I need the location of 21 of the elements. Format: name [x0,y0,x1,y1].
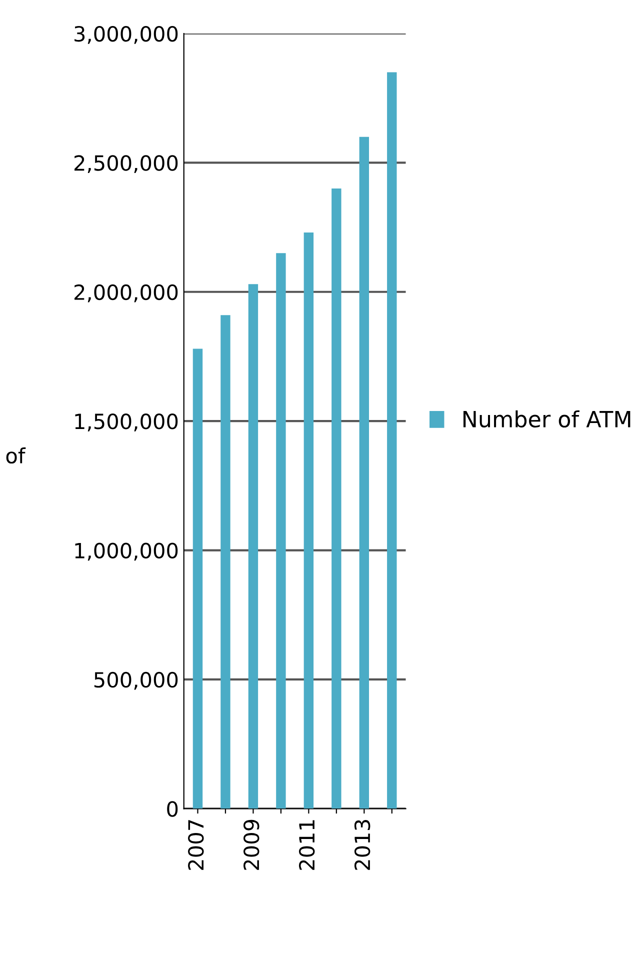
y-tick-label: 2,500,000 [74,155,178,174]
x-tick-label: 2011 [298,820,315,870]
x-tick-label: 2009 [243,820,260,870]
bar [359,136,370,809]
y-tick-label: 0 [167,801,178,817]
x-tick-label: 2013 [354,820,370,870]
y-tick-label: 2,000,000 [74,284,178,302]
y-tick-label: 1,000,000 [75,542,178,561]
bar [332,188,342,809]
y-axis-title: of [6,447,26,464]
bar [220,315,230,809]
y-tick-label: 3,000,000 [74,26,178,44]
y-tick-label: 500,000 [94,672,178,690]
bar [192,348,203,809]
legend-label: Number of ATM [463,410,630,428]
bar [276,253,286,809]
x-tick-label: 2007 [188,820,204,870]
bar [248,284,258,809]
y-tick-label: 1,500,000 [75,414,178,432]
bar [387,72,397,809]
bar [304,232,314,809]
